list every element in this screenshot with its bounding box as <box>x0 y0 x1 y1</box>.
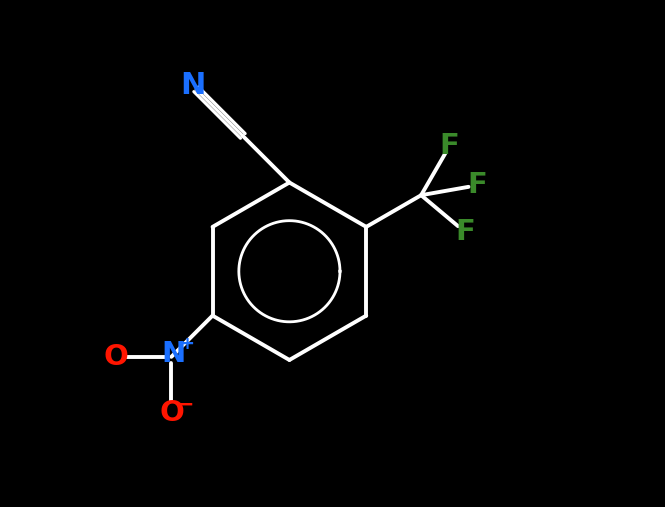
Text: O: O <box>160 399 185 426</box>
Text: −: − <box>177 394 194 415</box>
Text: N: N <box>162 340 186 368</box>
Text: O: O <box>103 343 128 371</box>
Text: F: F <box>467 171 487 199</box>
Text: N: N <box>180 71 205 100</box>
Text: F: F <box>440 132 460 160</box>
Text: F: F <box>455 218 475 246</box>
Text: +: + <box>179 335 194 353</box>
